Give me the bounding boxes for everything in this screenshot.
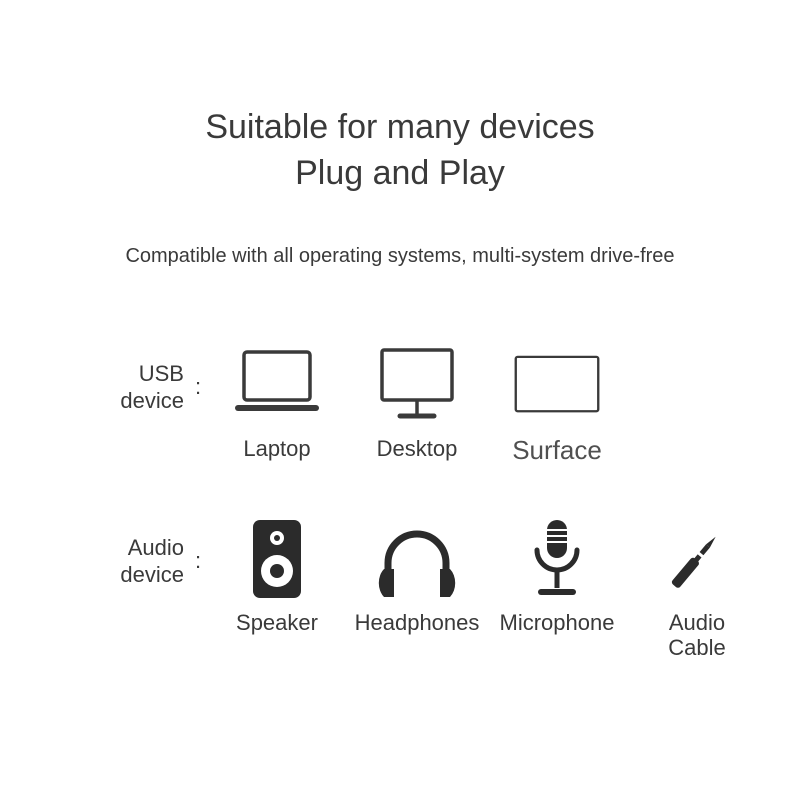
headphones-icon xyxy=(372,514,462,604)
item-label: Desktop xyxy=(377,436,458,461)
item-speaker: Speaker xyxy=(212,514,342,661)
item-label: Audio Cable xyxy=(668,610,725,661)
item-label: Speaker xyxy=(236,610,318,635)
item-laptop: Laptop xyxy=(212,340,342,466)
item-microphone: Microphone xyxy=(492,514,622,661)
speaker-icon xyxy=(232,514,322,604)
item-label: Microphone xyxy=(500,610,615,635)
title-line-2: Plug and Play xyxy=(295,154,505,192)
device-rows: USB device : Laptop xyxy=(0,340,800,660)
infographic-root: Suitable for many devices Plug and Play … xyxy=(0,0,800,800)
row-separator: : xyxy=(184,340,212,400)
laptop-icon xyxy=(232,340,322,430)
item-headphones: Headphones xyxy=(352,514,482,661)
title-line-1: Suitable for many devices xyxy=(205,108,594,146)
row-usb-device: USB device : Laptop xyxy=(0,340,800,466)
microphone-icon xyxy=(512,514,602,604)
desktop-icon xyxy=(372,340,462,430)
item-label: Laptop xyxy=(243,436,310,461)
row-label-usb: USB device xyxy=(92,340,184,415)
row-audio-device: Audio device : Speaker xyxy=(0,514,800,661)
row-separator: : xyxy=(184,514,212,574)
surface-icon xyxy=(512,340,602,430)
row-items-audio: Speaker Headphones xyxy=(212,514,762,661)
audio-cable-icon xyxy=(652,514,742,604)
item-surface: Surface xyxy=(492,340,622,466)
page-subtitle: Compatible with all operating systems, m… xyxy=(0,245,800,268)
item-audio-cable: Audio Cable xyxy=(632,514,762,661)
row-items-usb: Laptop Desktop xyxy=(212,340,622,466)
item-label: Headphones xyxy=(355,610,480,635)
row-label-audio: Audio device xyxy=(92,514,184,589)
item-label: Surface xyxy=(512,436,602,466)
item-desktop: Desktop xyxy=(352,340,482,466)
page-title: Suitable for many devices Plug and Play xyxy=(0,105,800,197)
